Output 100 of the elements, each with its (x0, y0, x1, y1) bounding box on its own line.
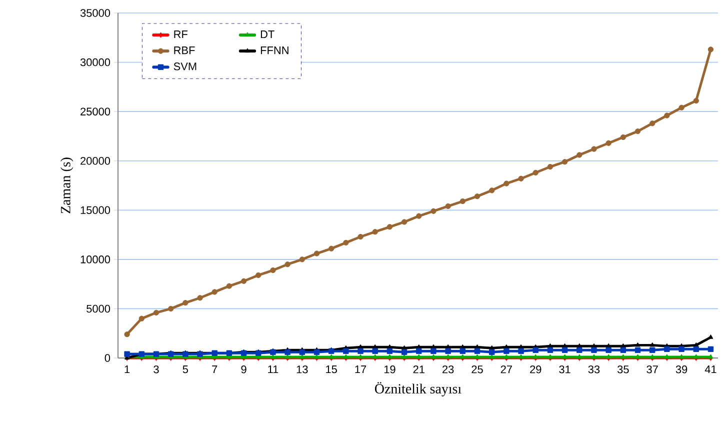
y-tick-label: 0 (104, 354, 110, 362)
x-tick-label: 9 (241, 366, 246, 374)
y-tick-label: 30000 (80, 58, 110, 66)
point (153, 310, 160, 316)
y-tick-label: 25000 (80, 108, 110, 116)
point (226, 283, 232, 289)
x-tick-label: 41 (704, 366, 716, 374)
point (460, 348, 466, 354)
point (620, 134, 626, 140)
x-tick-label: 3 (154, 366, 159, 374)
x-tick-label: 17 (355, 366, 366, 374)
point (504, 348, 510, 354)
point (430, 208, 436, 214)
point (284, 262, 290, 268)
point (284, 349, 290, 355)
point (562, 347, 568, 353)
point (518, 348, 524, 354)
point (124, 351, 130, 357)
point (138, 316, 144, 322)
x-tick-label: 23 (442, 366, 454, 374)
point (430, 348, 436, 354)
point (547, 164, 554, 170)
point (270, 267, 276, 274)
point (547, 347, 554, 353)
point (212, 289, 218, 295)
point (606, 347, 612, 353)
y-tick-label: 5000 (86, 304, 110, 313)
legend-label: RF (174, 30, 188, 38)
point (576, 347, 582, 353)
point (562, 159, 568, 165)
point (372, 228, 378, 235)
legend-label: DT (260, 30, 274, 38)
point (124, 332, 130, 338)
point (591, 146, 597, 152)
point (488, 188, 495, 194)
point (504, 180, 510, 186)
point (168, 306, 174, 312)
point (474, 348, 480, 354)
point (664, 112, 670, 118)
x-tick-label: 35 (617, 366, 629, 374)
x-tick-label: 33 (588, 366, 600, 374)
point (708, 346, 714, 352)
point (240, 278, 247, 284)
x-tick-label: 5 (182, 366, 188, 374)
point (182, 300, 188, 306)
point (634, 347, 641, 353)
x-tick-label: 7 (212, 366, 218, 374)
point (678, 346, 684, 352)
point (518, 176, 524, 182)
point (488, 349, 495, 355)
legend-label: RBF (174, 46, 195, 54)
point (620, 347, 626, 353)
point (358, 234, 364, 240)
x-axis-title: Öznitelik sayısı (375, 382, 462, 396)
point (474, 194, 480, 200)
point (650, 120, 656, 126)
point (401, 219, 408, 225)
point (693, 346, 699, 352)
point (314, 250, 320, 256)
point (358, 348, 364, 354)
y-tick-label: 20000 (80, 156, 110, 165)
point (256, 272, 262, 278)
y-tick-label: 15000 (80, 206, 110, 214)
point (416, 213, 422, 219)
point (708, 46, 714, 52)
point (634, 128, 641, 134)
x-tick-label: 19 (384, 366, 396, 374)
point (445, 348, 451, 354)
point (328, 246, 334, 252)
x-tick-label: 15 (326, 366, 337, 374)
point (343, 240, 349, 246)
y-tick-label: 10000 (80, 256, 110, 264)
point (372, 348, 378, 354)
point (591, 347, 597, 353)
x-tick-label: 31 (559, 366, 570, 374)
point (635, 342, 640, 347)
point (650, 347, 656, 353)
point (693, 98, 699, 104)
point (460, 198, 466, 204)
y-tick-label: 35000 (80, 9, 110, 17)
x-tick-label: 21 (413, 366, 424, 374)
x-tick-label: 13 (296, 366, 308, 374)
legend-label: FFNN (260, 46, 288, 54)
x-tick-label: 1 (124, 366, 130, 374)
point (299, 349, 305, 355)
x-tick-label: 37 (646, 366, 658, 374)
point (678, 104, 684, 110)
x-tick-label: 27 (500, 366, 512, 374)
point (343, 348, 349, 354)
point (416, 348, 422, 354)
x-tick-label: 11 (268, 366, 278, 374)
y-axis-title: Zaman (s) (60, 158, 74, 214)
point (664, 346, 670, 352)
point (299, 256, 305, 262)
legend-label: SVM (174, 62, 196, 70)
x-tick-label: 25 (472, 366, 483, 374)
x-tick-label: 29 (530, 366, 542, 374)
point (650, 342, 655, 347)
x-tick-label: 39 (676, 366, 688, 374)
point (606, 140, 612, 146)
